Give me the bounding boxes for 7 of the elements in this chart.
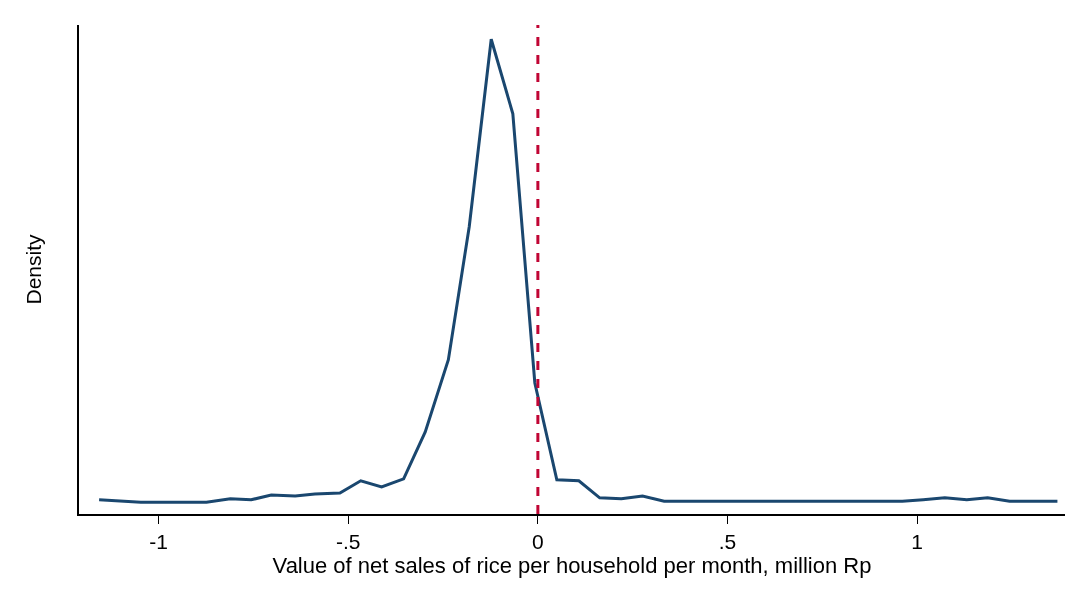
- x-axis-title: Value of net sales of rice per household per month, million Rp: [272, 552, 872, 578]
- x-tick-label: 1: [911, 529, 923, 553]
- y-axis-title: Density: [21, 233, 45, 305]
- x-tick-label: -1: [149, 529, 168, 553]
- x-tick-label: 0: [532, 529, 544, 553]
- x-tick-label: .5: [718, 529, 737, 553]
- x-tick-label: -.5: [335, 529, 361, 553]
